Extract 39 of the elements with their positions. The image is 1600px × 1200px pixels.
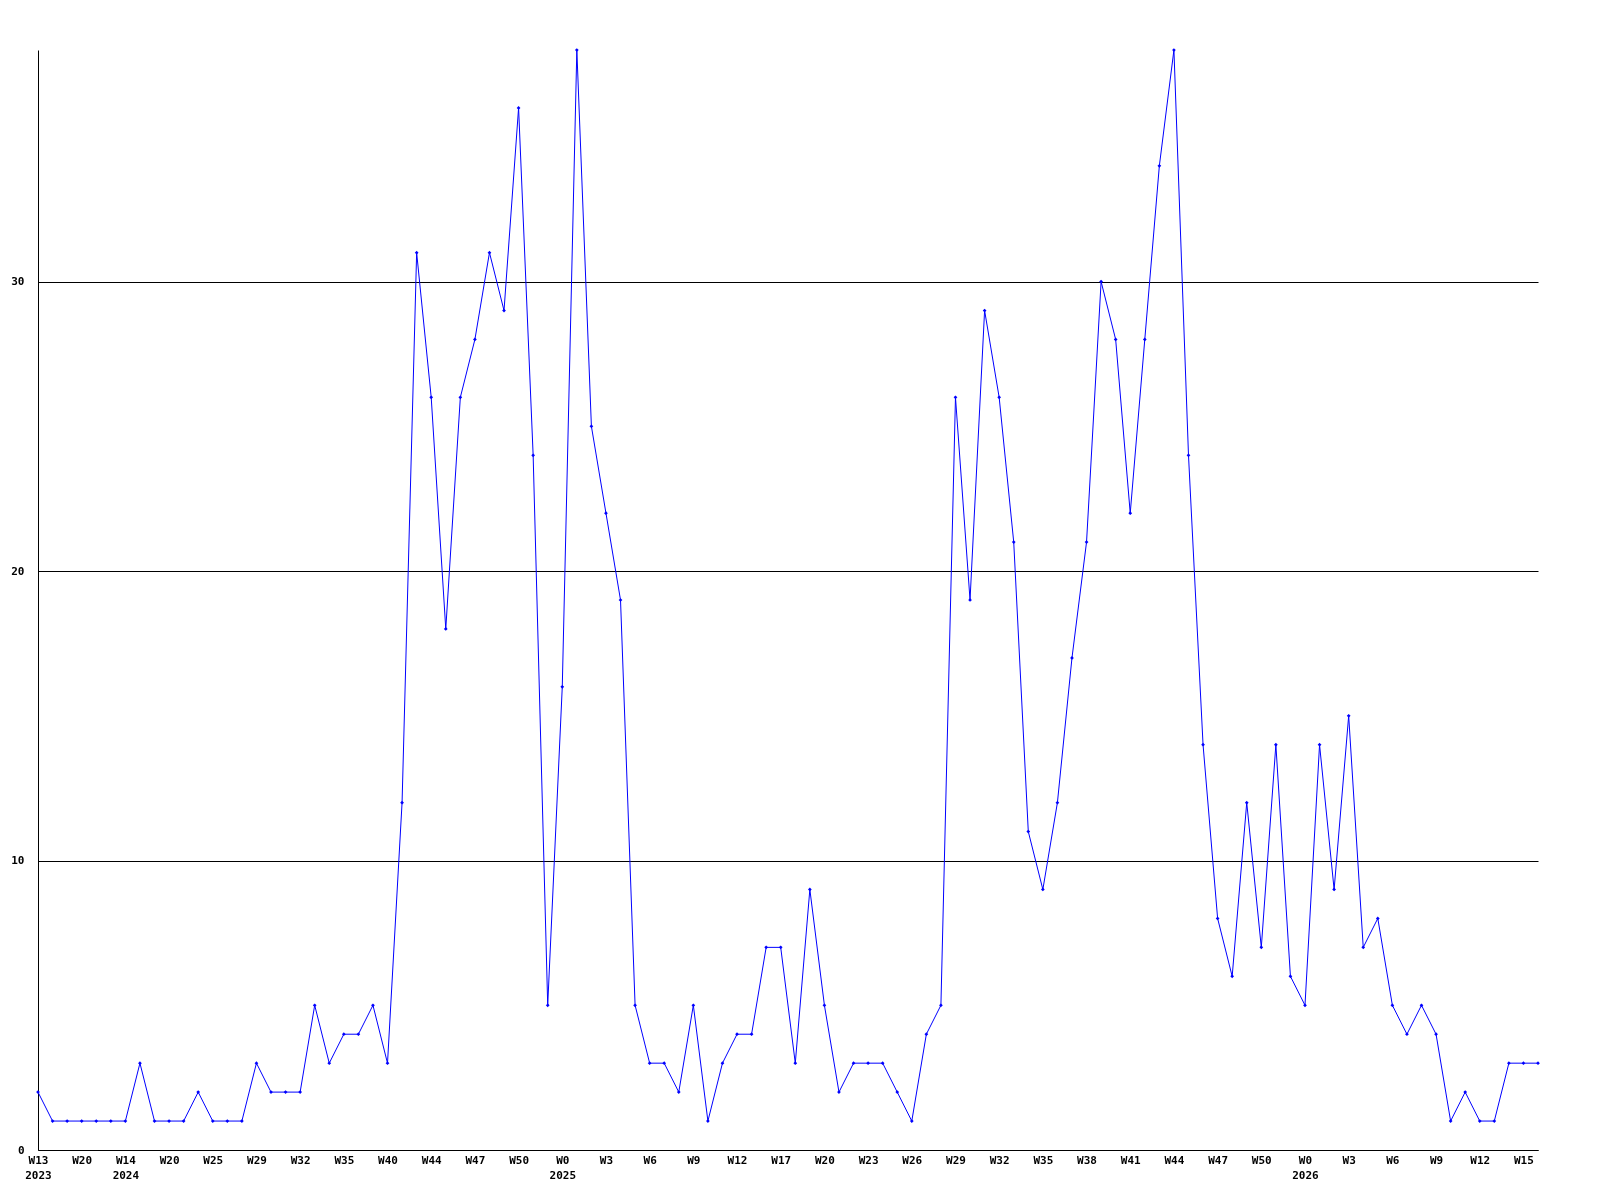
- x-tick-label: W9: [1429, 1153, 1444, 1167]
- x-tick-label: W9: [687, 1153, 701, 1167]
- x-tick-label: W13 2023: [25, 1153, 52, 1182]
- x-tick-label: W35: [334, 1153, 355, 1167]
- x-tick-label: W20: [72, 1153, 93, 1167]
- x-tick-label: W6: [643, 1153, 658, 1167]
- x-tick-label: W50: [509, 1153, 530, 1167]
- x-tick-label: W29: [946, 1153, 966, 1167]
- y-tick-label: 30: [11, 275, 25, 289]
- x-tick-label: W20: [159, 1153, 180, 1167]
- x-tick-label: W20: [814, 1153, 835, 1167]
- x-tick-label: W26: [902, 1153, 923, 1167]
- x-tick-label: W44: [421, 1153, 443, 1167]
- x-tick-label: W38: [1077, 1153, 1097, 1167]
- x-tick-label: W29: [247, 1153, 267, 1167]
- x-tick-label: W44: [1164, 1153, 1185, 1167]
- x-tick-label: W35: [1033, 1153, 1054, 1167]
- x-tick-label: W15: [1514, 1153, 1534, 1167]
- x-tick-label: W17: [771, 1153, 792, 1167]
- x-tick-label: W3: [1342, 1153, 1356, 1167]
- x-tick-label: W12: [1470, 1153, 1491, 1167]
- y-tick-label: 20: [11, 564, 25, 578]
- x-tick-label: W47: [465, 1153, 486, 1167]
- x-tick-label: W6: [1386, 1153, 1400, 1167]
- x-tick-label: W25: [203, 1153, 224, 1167]
- x-tick-label: W32: [290, 1153, 311, 1167]
- y-tick-label: 0: [17, 1143, 25, 1157]
- x-tick-label: W40: [378, 1153, 398, 1167]
- x-tick-label: W50: [1251, 1153, 1272, 1167]
- x-tick-label: W12: [727, 1153, 748, 1167]
- x-tick-label: W23: [858, 1153, 879, 1167]
- x-tick-label: W3: [599, 1153, 614, 1167]
- x-tick-label: W0 2025: [549, 1153, 577, 1182]
- y-tick-label: 10: [11, 854, 25, 868]
- x-tick-label: W41: [1120, 1153, 1142, 1167]
- x-tick-label: W32: [989, 1153, 1010, 1167]
- x-tick-label: W14 2024: [112, 1153, 140, 1182]
- x-tick-label: W47: [1208, 1153, 1229, 1167]
- x-tick-label: W0 2026: [1292, 1153, 1320, 1182]
